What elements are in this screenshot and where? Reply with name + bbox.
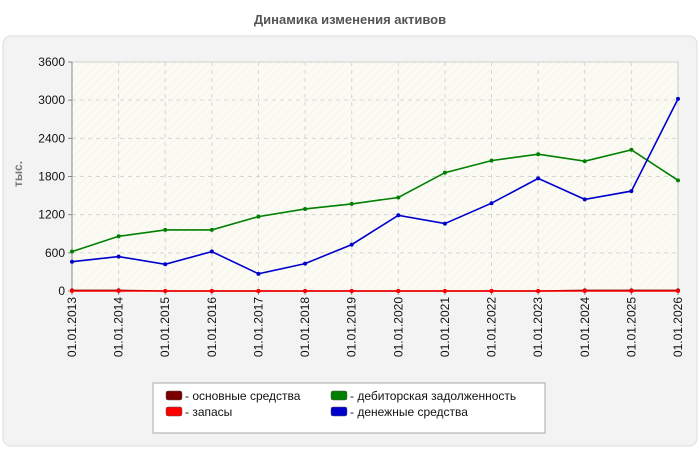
- x-tick-label: 01.01.2021: [438, 297, 452, 357]
- data-point-2: [582, 159, 587, 164]
- x-tick-label: 01.01.2023: [531, 297, 545, 357]
- data-point-3: [442, 221, 447, 226]
- data-point-1: [256, 289, 261, 293]
- data-point-2: [70, 249, 74, 254]
- x-tick-label: 01.01.2019: [345, 297, 359, 357]
- data-point-1: [209, 289, 214, 293]
- y-tick-label: 0: [58, 284, 65, 298]
- x-axis-ticks: 01.01.2013 01.01.2014 01.01.2015 01.01.2016…: [65, 297, 685, 357]
- legend-box: [152, 382, 546, 434]
- data-point-2: [209, 227, 214, 232]
- data-point-3: [303, 261, 308, 266]
- data-point-3: [676, 96, 680, 101]
- legend: - основные средства - запасы - дебиторская…: [152, 382, 546, 434]
- data-point-3: [256, 271, 261, 276]
- y-tick-label: 600: [45, 246, 65, 260]
- x-tick-label: 01.01.2022: [485, 297, 499, 357]
- x-tick-label: 01.01.2015: [158, 297, 172, 357]
- data-point-2: [489, 158, 494, 163]
- series-line-2: [71, 148, 679, 253]
- x-tick-label: 01.01.2020: [391, 297, 405, 357]
- legend-swatch: [330, 406, 348, 417]
- legend-swatch: [330, 390, 348, 401]
- x-tick-label: 01.01.2013: [65, 297, 79, 357]
- x-tick-label: 01.01.2017: [251, 297, 265, 357]
- data-point-2: [163, 227, 168, 232]
- data-point-1: [676, 289, 680, 293]
- data-point-2: [676, 178, 680, 183]
- data-point-2: [116, 234, 121, 239]
- x-tick-label: 01.01.2025: [624, 297, 638, 357]
- legend-label: - денежные средства: [350, 405, 468, 419]
- data-point-1: [70, 289, 74, 293]
- y-tick-label: 3000: [38, 93, 65, 107]
- y-tick-label: 2400: [38, 131, 65, 145]
- data-point-2: [349, 201, 354, 206]
- data-point-3: [349, 242, 354, 247]
- y-axis-label: тыс.: [11, 161, 25, 187]
- data-point-3: [489, 201, 494, 206]
- x-tick-label: 01.01.2026: [671, 297, 685, 357]
- data-point-2: [303, 206, 308, 211]
- data-point-3: [209, 249, 214, 254]
- data-point-3: [163, 262, 168, 267]
- data-point-1: [349, 289, 354, 293]
- data-point-3: [582, 197, 587, 202]
- data-point-2: [442, 170, 447, 175]
- data-point-1: [116, 289, 121, 293]
- data-point-2: [396, 195, 401, 200]
- legend-label: - основные средства: [185, 389, 301, 403]
- data-point-2: [629, 147, 634, 152]
- y-tick-label: 1200: [38, 208, 65, 222]
- data-point-2: [536, 152, 541, 157]
- data-point-1: [582, 289, 587, 293]
- data-point-3: [70, 259, 74, 264]
- y-tick-label: 3600: [38, 55, 65, 69]
- legend-swatch: [165, 406, 183, 417]
- data-point-1: [629, 289, 634, 293]
- series-line-3: [71, 98, 679, 275]
- data-point-3: [536, 176, 541, 181]
- data-point-1: [442, 289, 447, 293]
- data-point-1: [163, 289, 168, 293]
- data-point-1: [489, 289, 494, 293]
- data-point-1: [396, 289, 401, 293]
- data-point-3: [396, 213, 401, 218]
- y-tick-label: 1800: [38, 170, 65, 184]
- data-point-1: [303, 289, 308, 293]
- data-point-2: [256, 214, 261, 219]
- chart-title: Динамика изменения активов: [254, 12, 446, 27]
- x-tick-label: 01.01.2014: [112, 297, 126, 357]
- x-tick-label: 01.01.2018: [298, 297, 312, 357]
- x-tick-label: 01.01.2024: [578, 297, 592, 357]
- y-axis-ticks: 0 600 1200 1800 2400 3000 3600: [38, 55, 65, 298]
- x-tick-label: 01.01.2016: [205, 297, 219, 357]
- series-lines: [70, 96, 680, 293]
- legend-label: - запасы: [185, 405, 232, 419]
- data-point-3: [629, 189, 634, 194]
- legend-swatch: [165, 390, 183, 401]
- data-point-3: [116, 254, 121, 259]
- legend-label: - дебиторская задолженность: [350, 389, 516, 403]
- data-point-1: [536, 289, 541, 293]
